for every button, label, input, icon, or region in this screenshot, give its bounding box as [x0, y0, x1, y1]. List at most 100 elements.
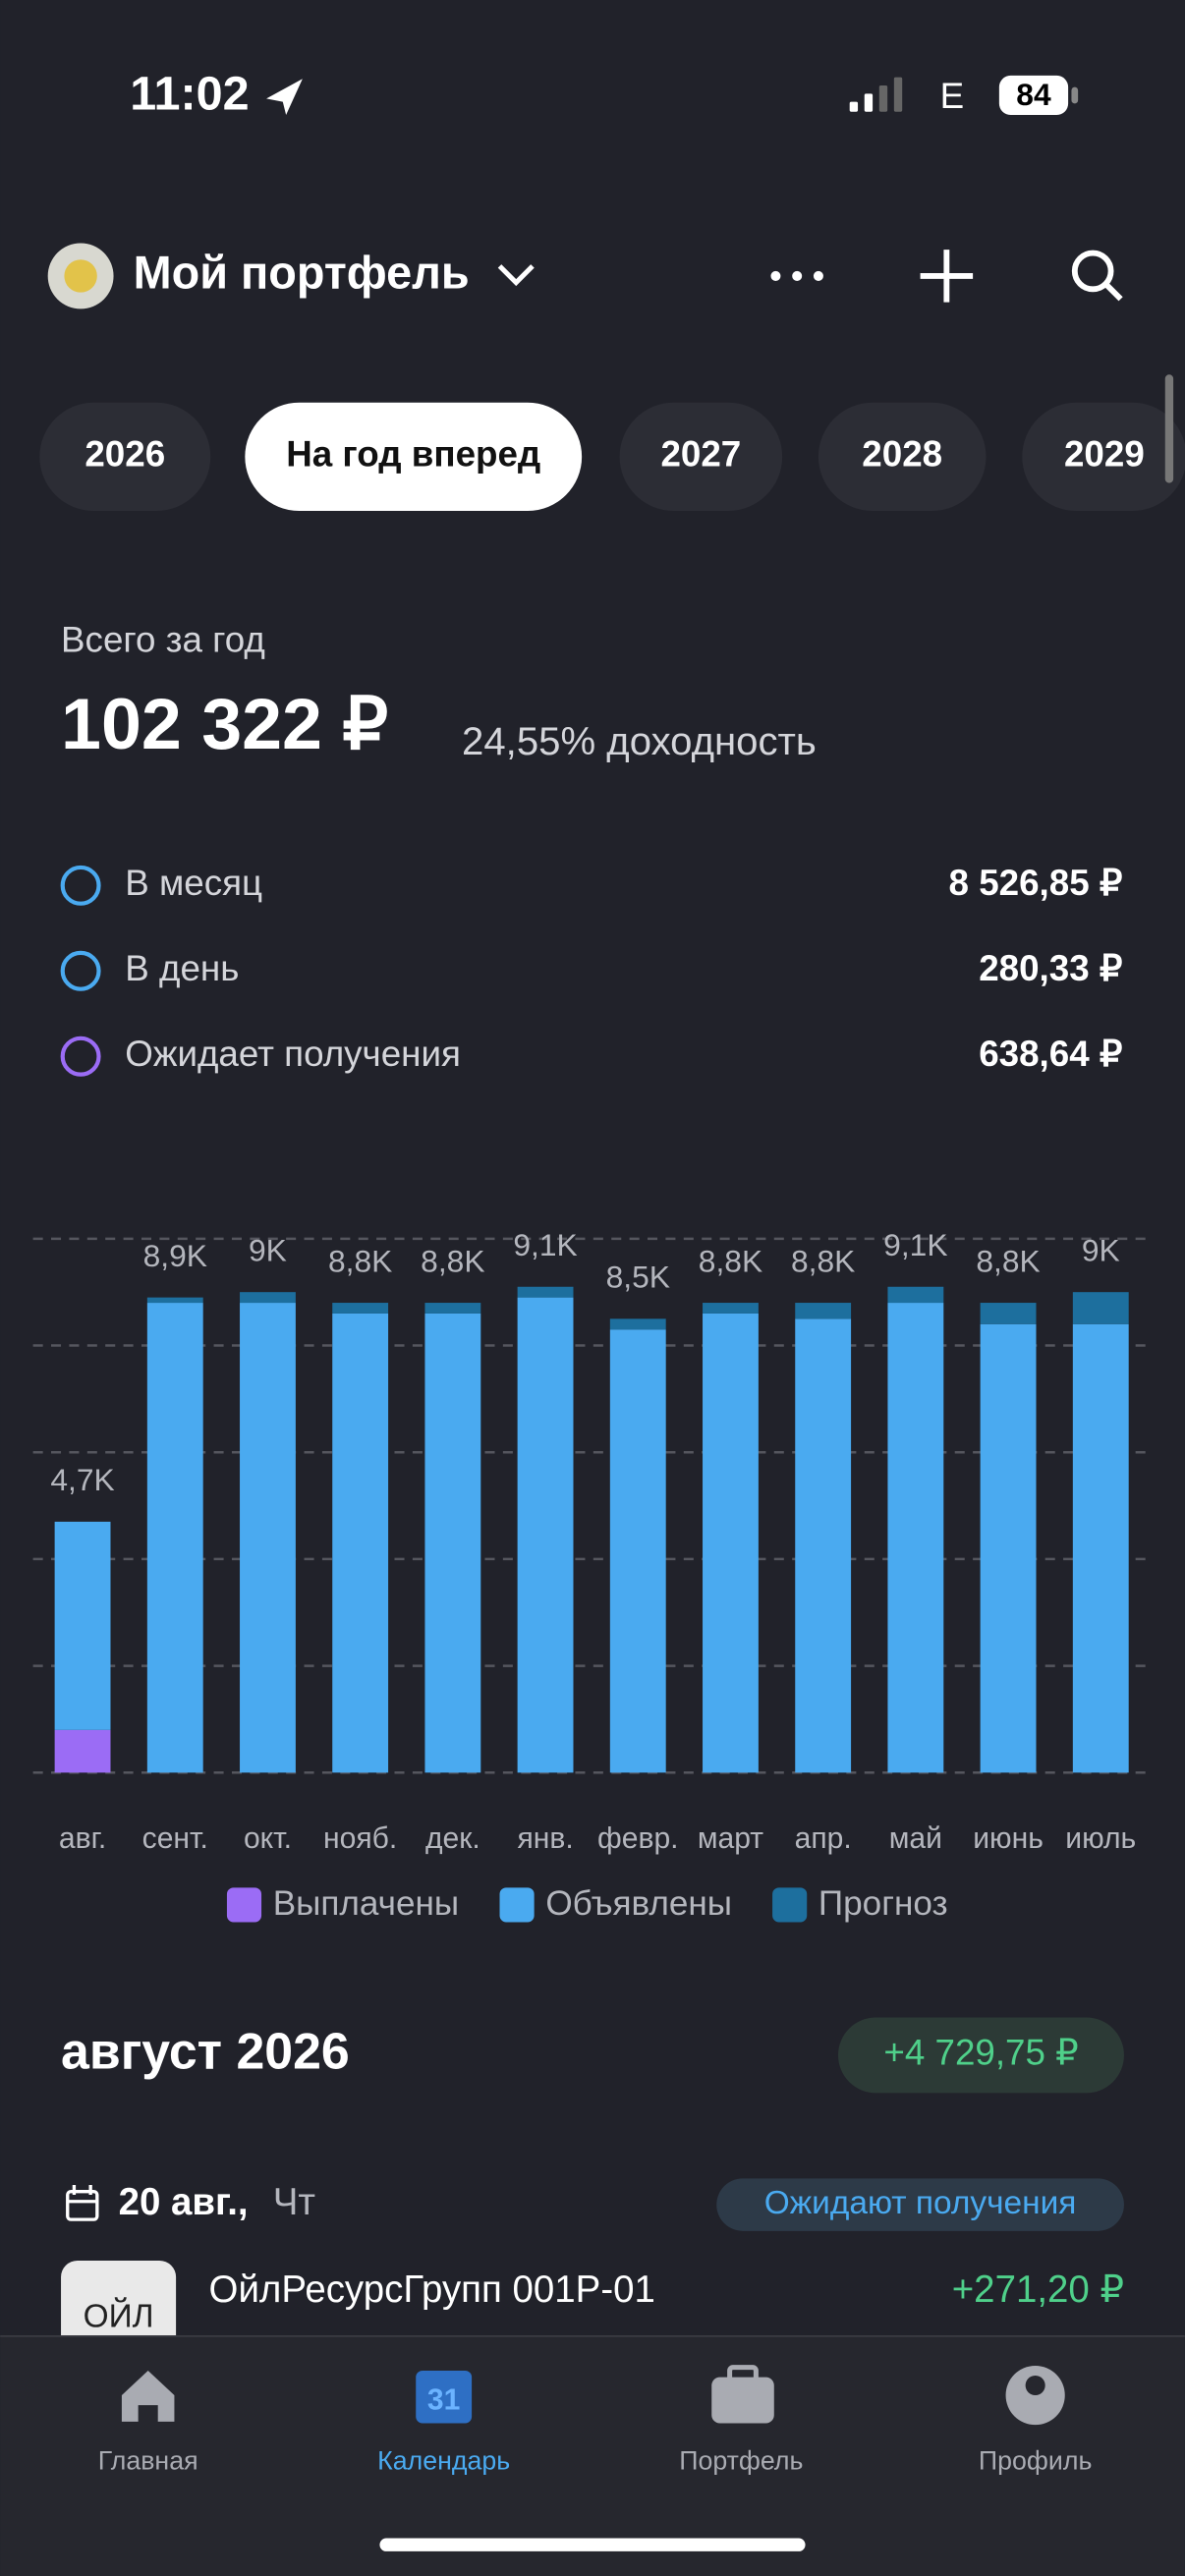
legend-swatch: [499, 1887, 535, 1923]
bar-segment: [703, 1303, 759, 1314]
portfolio-icon-handle: [727, 2365, 759, 2383]
row-value: 280,33 ₽: [979, 948, 1122, 988]
dropdown-icon[interactable]: [497, 264, 535, 287]
tab[interactable]: [619, 402, 783, 512]
legend-swatch: [226, 1887, 262, 1923]
x-tick-label: янв.: [517, 1822, 573, 1855]
tab[interactable]: [39, 402, 211, 512]
clock: 11:02: [130, 67, 249, 120]
tab-label: 2029: [1064, 434, 1145, 475]
profile-icon-head: [1025, 2375, 1045, 2396]
portfolio-icon[interactable]: [711, 2377, 774, 2424]
x-tick-label: сент.: [142, 1822, 208, 1855]
bar-total-label: 8,8K: [791, 1243, 855, 1278]
row-value: 8 526,85 ₽: [949, 863, 1123, 903]
month-sum-pill: [837, 2017, 1124, 2094]
tab-label: На год вперед: [286, 434, 540, 475]
bar-segment: [887, 1286, 944, 1304]
bar-total-label: 8,5K: [606, 1260, 670, 1295]
x-tick-label: февр.: [597, 1822, 679, 1855]
bar-segment: [795, 1303, 852, 1319]
bar-total-label: 9K: [1082, 1232, 1120, 1267]
bar-total-label: 8,8K: [976, 1243, 1040, 1278]
location-icon: [266, 79, 303, 116]
logo-inner: [64, 259, 97, 293]
tab-bar-label[interactable]: Календарь: [377, 2446, 510, 2476]
bar-segment: [1072, 1323, 1129, 1773]
bar-total-label: 8,8K: [421, 1243, 484, 1278]
summary-label: Всего за год: [61, 620, 265, 660]
summary-total: 102 322 ₽: [61, 683, 388, 764]
add-icon[interactable]: [920, 250, 974, 303]
row-marker: [60, 865, 101, 906]
month-title: август 2026: [61, 2023, 350, 2080]
bar-segment: [795, 1318, 852, 1773]
month-sum: +4 729,75 ₽: [883, 2033, 1078, 2073]
tab-bar-label[interactable]: Профиль: [979, 2446, 1092, 2476]
date: 20 авг.,: [119, 2181, 249, 2223]
row-label: В месяц: [125, 863, 262, 903]
calendar-icon: [66, 2185, 99, 2221]
tab-label: 2027: [660, 434, 741, 475]
calendar-day: 31: [427, 2384, 460, 2417]
bar-total-label: 9,1K: [513, 1227, 577, 1262]
x-tick-label: май: [889, 1822, 942, 1855]
tab-bar-label[interactable]: Портфель: [679, 2446, 803, 2476]
tab-label: 2028: [862, 434, 942, 475]
row-label: В день: [125, 948, 239, 988]
bar-segment: [703, 1313, 759, 1773]
bar-segment: [424, 1303, 481, 1314]
row-marker: [60, 1036, 101, 1077]
bar-segment: [980, 1303, 1037, 1324]
tab-bar-label[interactable]: Главная: [98, 2446, 198, 2476]
bar-total-label: 4,7K: [50, 1462, 114, 1497]
item-logo-box[interactable]: [61, 2260, 177, 2360]
bar-segment: [240, 1292, 296, 1304]
tab[interactable]: [245, 402, 583, 512]
legend-label: Выплачены: [273, 1884, 459, 1923]
x-tick-label: дек.: [425, 1822, 480, 1855]
battery-cap: [1071, 86, 1079, 104]
bar-segment: [980, 1323, 1037, 1773]
search-icon[interactable]: [1071, 250, 1123, 302]
badge: Ожидают получения: [764, 2185, 1077, 2221]
bar-segment: [146, 1303, 203, 1773]
network: E: [940, 76, 965, 116]
weekday: Чт: [273, 2181, 315, 2223]
bar-segment: [609, 1318, 666, 1330]
badge-pill: [716, 2178, 1124, 2231]
more-icon[interactable]: [770, 270, 823, 281]
calendar-tab-icon[interactable]: [416, 2370, 473, 2424]
home-indicator: [379, 2538, 806, 2551]
x-tick-label: март: [698, 1822, 763, 1855]
tab-bar: [0, 2335, 1185, 2576]
bar-total-label: 8,8K: [328, 1243, 392, 1278]
bar-segment: [146, 1297, 203, 1304]
row-label: Ожидает получения: [125, 1034, 461, 1074]
x-tick-label: нояб.: [323, 1822, 397, 1855]
bar-segment: [54, 1521, 111, 1730]
bar-segment: [332, 1313, 389, 1773]
portfolio-title[interactable]: Мой портфель: [134, 247, 470, 298]
item-amount: +271,20 ₽: [952, 2268, 1124, 2311]
row-marker: [60, 950, 101, 991]
bar-segment: [1072, 1292, 1129, 1324]
summary-yield: 24,55% доходность: [462, 719, 817, 763]
battery-level: 84: [1016, 77, 1051, 112]
scrollbar: [1164, 374, 1174, 483]
tab[interactable]: [818, 402, 987, 512]
bar-segment: [240, 1303, 296, 1773]
bar-segment: [887, 1303, 944, 1773]
x-tick-label: июль: [1065, 1822, 1136, 1855]
row-value: 638,64 ₽: [979, 1034, 1122, 1074]
x-tick-label: апр.: [795, 1822, 852, 1855]
home-icon[interactable]: [121, 2370, 175, 2422]
x-tick-label: июнь: [973, 1822, 1044, 1855]
bar-total-label: 9,1K: [883, 1227, 947, 1262]
bar-segment: [332, 1303, 389, 1314]
tab[interactable]: [1022, 402, 1185, 512]
bar-total-label: 9K: [249, 1232, 287, 1267]
bar-segment: [424, 1313, 481, 1773]
item-name[interactable]: ОйлРесурсГрупп 001Р-01: [209, 2268, 655, 2311]
